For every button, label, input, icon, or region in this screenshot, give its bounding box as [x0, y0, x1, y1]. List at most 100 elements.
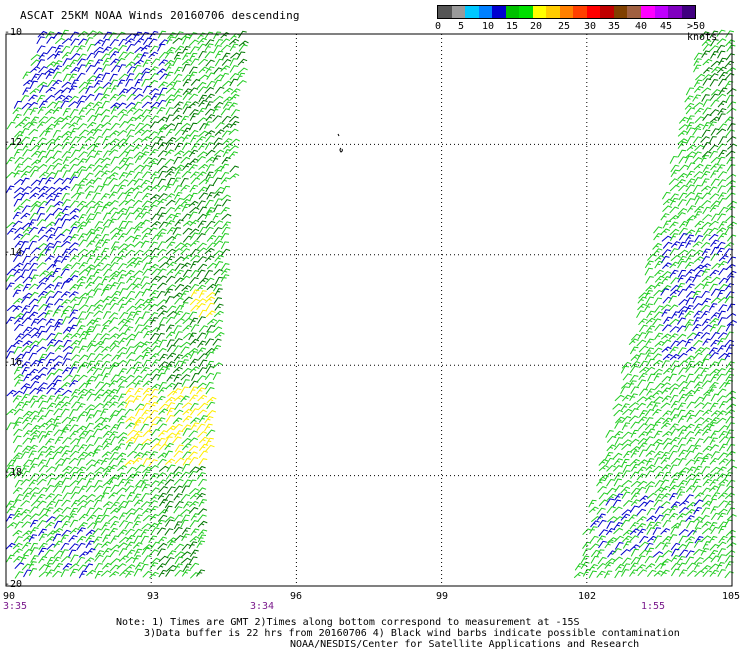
wind-barb	[118, 73, 129, 81]
wind-barb	[157, 212, 167, 221]
wind-barb	[140, 123, 151, 130]
wind-barb	[198, 58, 209, 66]
wind-barb	[165, 64, 174, 72]
legend-label: 20	[530, 21, 543, 32]
wind-barb	[606, 521, 615, 529]
wind-barb	[662, 198, 673, 206]
wind-barb	[38, 465, 49, 473]
wind-barb	[165, 284, 177, 291]
wind-barb	[100, 367, 110, 375]
wind-barb	[45, 149, 54, 158]
wind-barb	[590, 515, 602, 523]
wind-barb	[156, 563, 167, 571]
wind-barb	[124, 243, 135, 250]
wind-barb	[588, 506, 599, 513]
wind-barb	[678, 233, 688, 241]
wind-barb	[661, 493, 671, 500]
wind-barb	[38, 66, 48, 74]
wind-barb	[709, 109, 720, 116]
wind-barb	[166, 166, 177, 173]
wind-barb	[215, 122, 225, 130]
wind-barb	[182, 428, 191, 436]
wind-barb	[206, 80, 216, 89]
wind-barb	[182, 52, 191, 61]
wind-barb	[102, 303, 111, 311]
wind-barb	[196, 332, 207, 340]
wind-barb	[117, 415, 127, 423]
wind-barb	[28, 479, 38, 487]
wind-barb	[77, 394, 87, 402]
wind-barb	[204, 226, 214, 235]
wind-barb	[110, 65, 121, 73]
wind-barb	[44, 549, 54, 557]
wind-barb	[172, 436, 182, 444]
wind-barb	[662, 550, 673, 557]
wind-barb	[614, 570, 623, 579]
wind-barb	[77, 53, 87, 61]
wind-barb	[700, 31, 710, 39]
wind-barb	[717, 508, 728, 515]
wind-barb	[580, 561, 590, 570]
wind-barb	[164, 183, 174, 192]
wind-barb	[190, 422, 200, 430]
wind-barb	[86, 514, 97, 522]
wind-barb	[716, 143, 727, 151]
wind-barb	[693, 123, 704, 131]
wind-barb	[156, 248, 167, 256]
wind-barb	[644, 555, 654, 564]
wind-barb	[21, 542, 32, 550]
wind-barb	[596, 535, 606, 543]
wind-barb	[84, 404, 95, 411]
wind-barb	[157, 372, 166, 381]
wind-barb	[181, 463, 190, 472]
wind-barb	[215, 86, 225, 94]
wind-barb	[156, 282, 167, 290]
wind-barb	[709, 543, 720, 551]
wind-barb	[644, 542, 654, 551]
wind-barb	[645, 485, 654, 494]
wind-barb	[622, 557, 632, 565]
legend-label: 10	[482, 21, 495, 32]
wind-barb	[102, 389, 113, 396]
wind-barb	[669, 193, 679, 201]
wind-barb	[677, 149, 687, 158]
wind-barb	[13, 148, 23, 157]
wind-barb	[14, 275, 25, 282]
wind-barb	[108, 312, 119, 320]
wind-barb	[670, 241, 681, 248]
wind-barb	[173, 450, 183, 458]
wind-barb	[151, 339, 162, 347]
wind-barb	[140, 211, 151, 219]
wind-barb	[213, 198, 223, 207]
wind-barb	[710, 506, 719, 514]
wind-barb	[102, 486, 111, 495]
wind-barb	[710, 253, 720, 261]
wind-barb	[68, 163, 79, 172]
wind-barb	[197, 529, 208, 537]
wind-barb	[109, 296, 119, 305]
wind-barb	[716, 93, 727, 101]
wind-barb	[188, 332, 197, 341]
wind-barb	[124, 318, 134, 326]
wind-barb	[180, 242, 191, 250]
wind-barb	[86, 340, 96, 348]
wind-barb	[76, 505, 87, 513]
wind-barb	[703, 228, 713, 236]
wind-barb	[198, 309, 207, 318]
wind-barb	[669, 464, 678, 473]
wind-barb	[151, 268, 161, 275]
wind-barb	[150, 101, 161, 109]
wind-barb	[45, 484, 55, 493]
wind-barb	[686, 178, 696, 186]
wind-barb	[189, 184, 199, 193]
wind-barb	[110, 144, 121, 151]
wind-barb	[205, 444, 215, 452]
wind-barb	[668, 304, 679, 312]
wind-barb	[165, 458, 176, 465]
wind-barb	[709, 368, 720, 376]
wind-barb	[165, 316, 175, 324]
wind-barb	[671, 311, 680, 319]
wind-barb	[677, 172, 688, 180]
wind-barb	[164, 519, 174, 527]
